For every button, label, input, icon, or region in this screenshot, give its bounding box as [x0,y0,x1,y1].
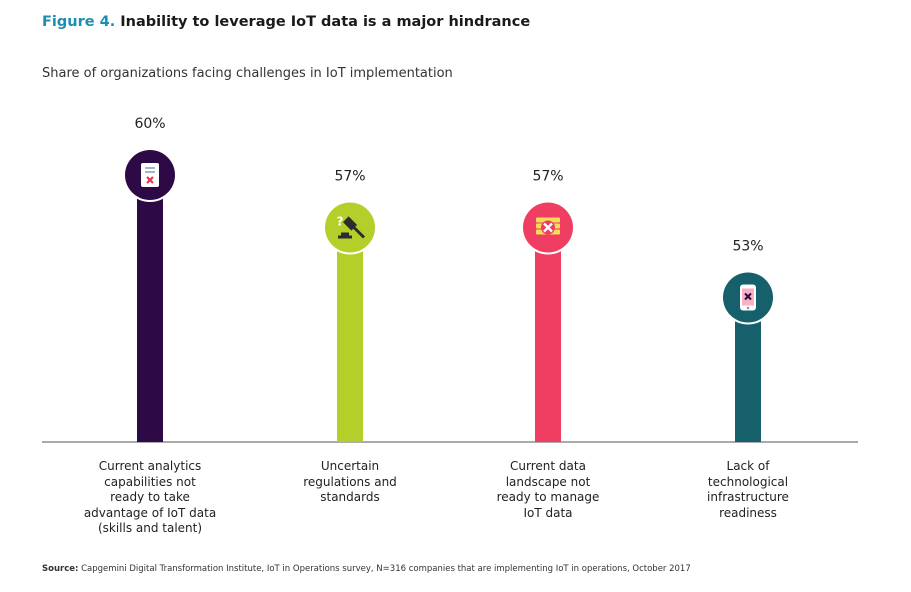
clipboard-x-icon [141,163,159,187]
source-note: Source: Capgemini Digital Transformation… [42,564,691,574]
source-text: Capgemini Digital Transformation Institu… [78,564,691,574]
icon-part [744,292,752,301]
phone-x-icon [740,284,756,311]
category-label-line: regulations and [303,474,397,489]
icon-part [536,217,560,223]
icon-part [341,232,349,236]
category-label-line: ready to manage [496,490,600,504]
gavel-question-icon: ? [337,215,366,239]
category-label-line: Uncertain [320,459,380,473]
data-label: 57% [532,169,563,185]
icon-part: ? [337,215,344,229]
icon-part [145,171,155,173]
chart-subtitle: Share of organizations facing challenges… [42,66,453,81]
icon-part [145,167,155,169]
category-label-line: (skills and talent) [97,521,203,535]
icon-part [146,176,154,184]
category-label-line: Current data [510,459,586,473]
category-label-2: Uncertain regulations and standards [275,459,425,506]
icon-part [746,306,750,310]
category-label-line: standards [320,490,380,504]
category-label-4: Lack of technological infrastructure rea… [673,459,823,521]
category-label-line: landscape not [505,474,591,489]
icon-part [338,235,352,239]
bar [337,227,363,442]
figure-title: Figure 4. Inability to leverage IoT data… [42,14,530,30]
icon-part [350,224,366,239]
category-label-1: Current analytics capabilities not ready… [75,459,225,537]
category-label-line: IoT data [523,505,573,520]
category-label-line: capabilities not [104,474,196,489]
figure-title-text: Inability to leverage IoT data is a majo… [120,14,531,30]
category-label-line: infrastructure [707,490,789,504]
icon-part [141,163,159,187]
category-label-line: readiness [719,505,777,520]
category-label-line: Lack of [726,459,770,473]
data-label: 60% [134,116,165,132]
category-label-line: ready to take [110,490,190,504]
data-label: 57% [334,169,365,185]
category-label-3: Current data landscape not ready to mana… [473,459,623,521]
data-label: 53% [732,239,763,255]
category-label-line: technological [707,474,789,489]
category-label-line: advantage of IoT data [83,505,217,520]
category-label-line: Current analytics [98,459,202,473]
source-label: Source: [42,564,79,574]
figure-number: Figure 4. [42,14,116,30]
server-x-icon [536,217,560,235]
bar [137,175,163,442]
icon-part [543,222,553,233]
bar [535,227,561,442]
